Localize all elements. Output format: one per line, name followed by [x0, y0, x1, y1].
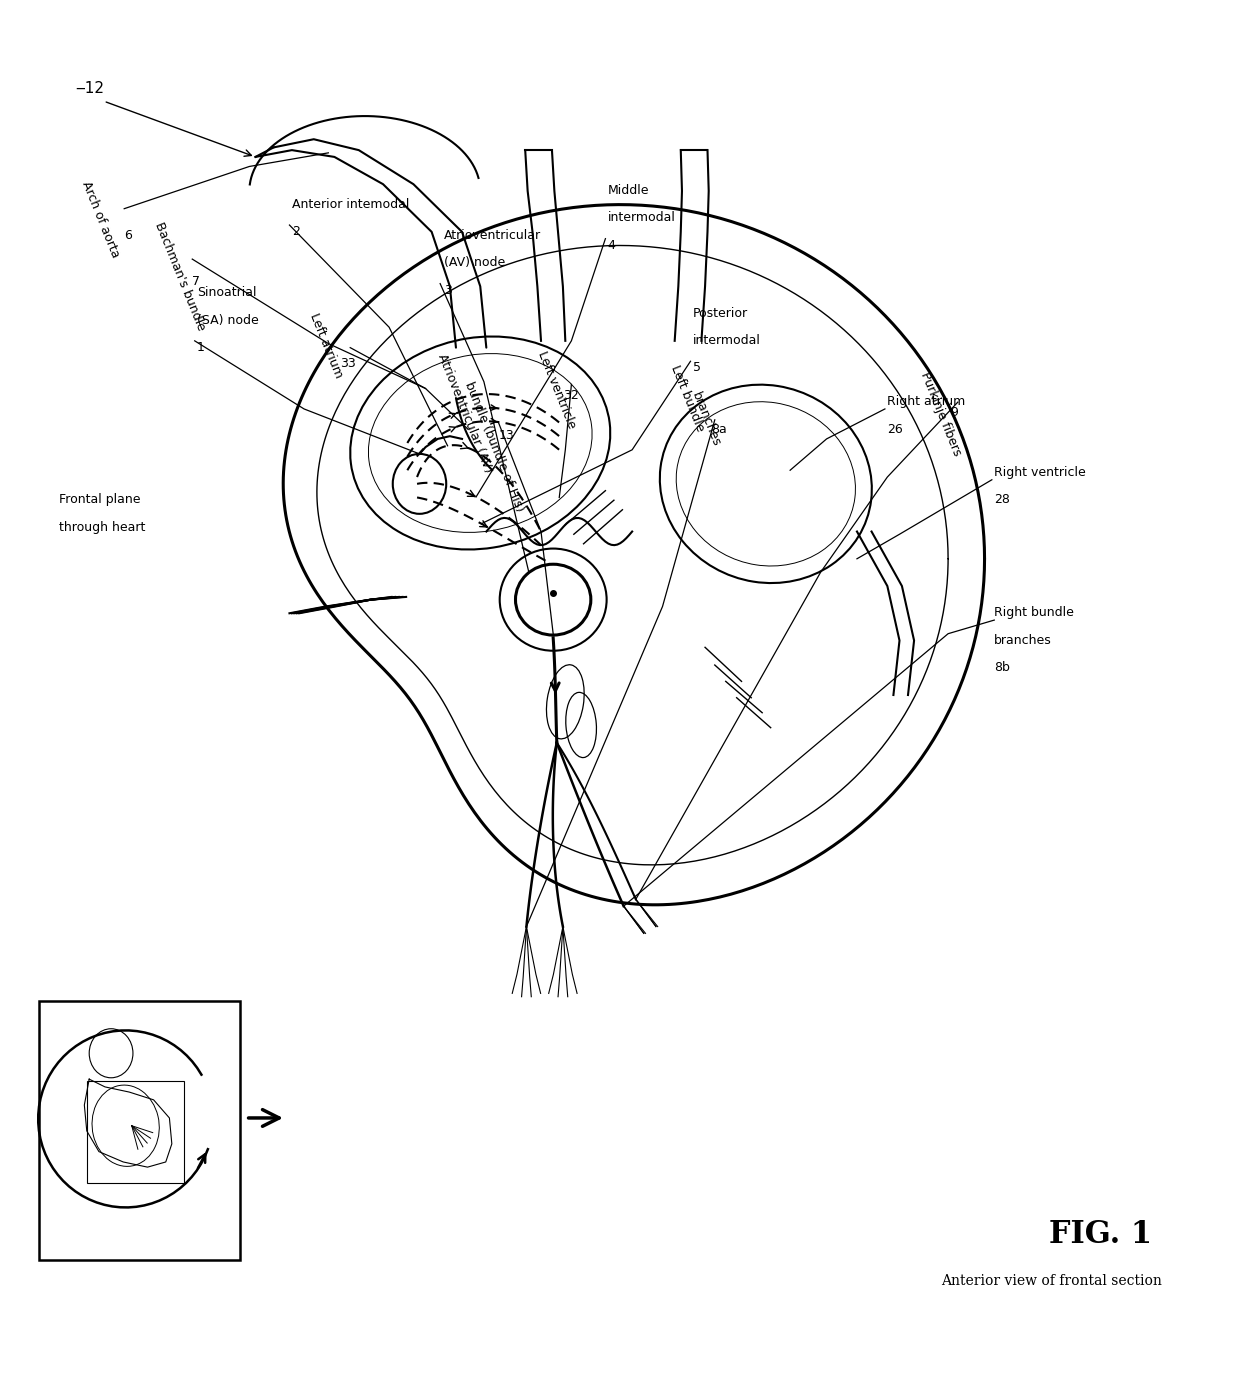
Text: 9: 9 — [951, 406, 959, 420]
Text: Arch of aorta: Arch of aorta — [79, 179, 122, 260]
Bar — [40, 1001, 239, 1261]
Text: 8a: 8a — [711, 423, 727, 435]
Text: ‒12: ‒12 — [76, 81, 104, 96]
Text: 32: 32 — [563, 389, 579, 402]
Text: 26: 26 — [888, 423, 903, 435]
Text: Right atrium: Right atrium — [888, 395, 966, 409]
Text: intermodal: intermodal — [693, 334, 761, 348]
Text: Left atrium: Left atrium — [308, 311, 346, 381]
Text: Purkinje fibers: Purkinje fibers — [918, 370, 963, 457]
Bar — [87, 1080, 184, 1183]
Text: Atrioventricular: Atrioventricular — [444, 229, 541, 242]
Text: (SA) node: (SA) node — [197, 314, 259, 327]
Text: bundle (bundle of His): bundle (bundle of His) — [463, 379, 526, 513]
Text: branches: branches — [689, 391, 723, 449]
Text: Right ventricle: Right ventricle — [994, 466, 1086, 480]
Text: intermodal: intermodal — [608, 211, 676, 224]
Text: through heart: through heart — [58, 521, 145, 534]
Text: Anterior view of frontal section: Anterior view of frontal section — [941, 1273, 1162, 1289]
Text: FIG. 1: FIG. 1 — [1049, 1219, 1152, 1251]
Text: branches: branches — [994, 634, 1052, 646]
Text: Anterior intemodal: Anterior intemodal — [291, 197, 409, 211]
Text: 28: 28 — [994, 493, 1011, 506]
Text: 3: 3 — [444, 284, 451, 296]
Text: Sinoatrial: Sinoatrial — [197, 286, 257, 299]
Text: 8b: 8b — [994, 662, 1011, 674]
Text: Atrioventricular (AV): Atrioventricular (AV) — [435, 352, 495, 475]
Text: Left bundle: Left bundle — [668, 363, 707, 434]
Text: Right bundle: Right bundle — [994, 606, 1074, 620]
Text: 5: 5 — [693, 361, 701, 374]
Text: 7: 7 — [192, 275, 200, 289]
Text: Frontal plane: Frontal plane — [58, 493, 140, 506]
Text: (AV) node: (AV) node — [444, 256, 505, 270]
Text: Left ventricle: Left ventricle — [534, 349, 578, 431]
Text: 2: 2 — [291, 225, 300, 238]
Text: 1: 1 — [197, 341, 205, 354]
Text: Posterior: Posterior — [693, 307, 748, 320]
Text: Bachman's bundle: Bachman's bundle — [153, 220, 207, 332]
Text: Middle: Middle — [608, 185, 650, 197]
Text: 33: 33 — [341, 357, 356, 370]
Text: 6: 6 — [124, 229, 133, 242]
Text: 13: 13 — [498, 430, 515, 442]
Text: 4: 4 — [608, 239, 616, 252]
